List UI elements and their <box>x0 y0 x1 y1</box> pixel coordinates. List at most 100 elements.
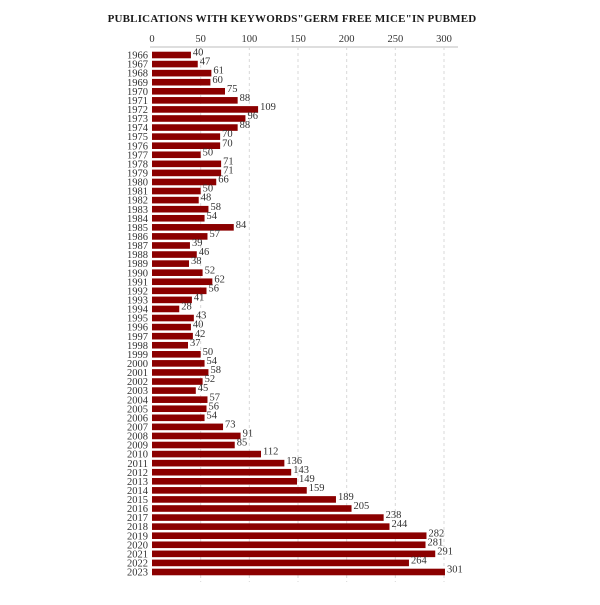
value-label: 57 <box>209 392 220 403</box>
value-label: 47 <box>200 57 211 68</box>
category-label: 1973 <box>127 114 148 125</box>
category-label: 2018 <box>127 522 148 533</box>
category-label: 1996 <box>127 323 148 334</box>
x-tick-label: 0 <box>149 34 154 45</box>
bar <box>152 78 211 86</box>
value-label: 282 <box>428 528 444 539</box>
bar <box>152 496 336 503</box>
value-label: 159 <box>309 483 325 494</box>
value-label: 58 <box>210 365 221 376</box>
category-label: 1971 <box>127 96 148 107</box>
value-label: 56 <box>209 401 220 412</box>
bar <box>152 532 427 540</box>
category-label: 1995 <box>127 314 148 325</box>
bar <box>152 550 436 558</box>
category-label: 1994 <box>127 305 149 316</box>
bar <box>152 541 426 549</box>
value-label: 91 <box>243 429 254 440</box>
value-label: 62 <box>214 274 225 285</box>
category-label: 1989 <box>127 259 148 270</box>
bar <box>152 196 199 204</box>
value-label: 281 <box>428 537 444 548</box>
value-label: 71 <box>223 166 234 177</box>
bar <box>152 87 225 95</box>
category-label: 1975 <box>127 132 148 143</box>
value-labels: 4047616075881099688707050717166504858548… <box>181 48 462 576</box>
bar <box>152 514 384 521</box>
value-label: 42 <box>195 329 206 340</box>
value-label: 84 <box>236 220 247 231</box>
category-label: 2003 <box>127 386 148 397</box>
bar <box>152 396 208 403</box>
bar <box>152 269 203 276</box>
bar <box>152 151 201 159</box>
category-label: 1998 <box>127 341 148 352</box>
bar <box>152 477 298 485</box>
category-label: 2016 <box>127 504 148 515</box>
bar <box>152 214 205 222</box>
value-label: 58 <box>210 202 221 213</box>
value-label: 60 <box>212 75 223 86</box>
category-label: 2005 <box>127 404 148 415</box>
value-label: 70 <box>222 138 233 149</box>
value-label: 37 <box>190 338 201 349</box>
x-tick-label: 100 <box>241 34 257 45</box>
category-label: 1978 <box>127 159 148 170</box>
bar <box>152 323 191 331</box>
category-label: 1982 <box>127 196 148 207</box>
value-label: 66 <box>218 175 229 186</box>
bar <box>152 278 213 286</box>
x-tick-label: 150 <box>290 34 306 45</box>
bar <box>152 450 262 458</box>
x-tick-label: 50 <box>195 34 206 45</box>
bar <box>152 351 201 358</box>
category-label: 2013 <box>127 477 148 488</box>
category-label: 2009 <box>127 441 148 452</box>
value-label: 48 <box>201 193 212 204</box>
category-label: 2011 <box>127 459 148 470</box>
value-label: 54 <box>207 211 218 222</box>
value-label: 264 <box>411 556 428 567</box>
bar <box>152 387 196 394</box>
bar <box>152 133 221 140</box>
bar <box>152 69 212 77</box>
bar <box>152 160 222 168</box>
value-label: 41 <box>194 292 205 303</box>
category-label: 1966 <box>127 51 148 62</box>
category-label: 1990 <box>127 268 148 279</box>
value-label: 109 <box>260 102 276 113</box>
bar <box>152 296 192 304</box>
value-label: 40 <box>193 320 204 331</box>
bar <box>152 468 292 476</box>
bar <box>152 369 209 376</box>
category-label: 1972 <box>127 105 148 116</box>
value-label: 136 <box>286 456 302 467</box>
category-label: 2006 <box>127 413 148 424</box>
category-label: 1967 <box>127 60 148 71</box>
bar <box>152 559 409 567</box>
category-label: 2010 <box>127 450 148 461</box>
category-label: 2012 <box>127 468 148 479</box>
value-label: 39 <box>192 238 203 249</box>
category-label: 1987 <box>127 241 148 252</box>
chart-title: PUBLICATIONS WITH KEYWORDS"GERM FREE MIC… <box>108 13 477 25</box>
bar <box>152 142 221 149</box>
bar <box>152 332 193 340</box>
category-label: 1968 <box>127 69 148 80</box>
category-label: 1969 <box>127 78 148 89</box>
category-label: 2017 <box>127 513 148 524</box>
value-label: 57 <box>209 229 220 240</box>
category-label: 1979 <box>127 169 148 180</box>
value-label: 38 <box>191 256 202 267</box>
category-label: 2019 <box>127 531 148 542</box>
category-label: 1997 <box>127 332 148 343</box>
category-label: 2007 <box>127 422 148 433</box>
bars <box>152 51 445 576</box>
bar <box>152 60 198 68</box>
bar <box>152 568 445 576</box>
bar <box>152 487 307 494</box>
category-label: 1993 <box>127 295 148 306</box>
bar <box>152 106 259 113</box>
